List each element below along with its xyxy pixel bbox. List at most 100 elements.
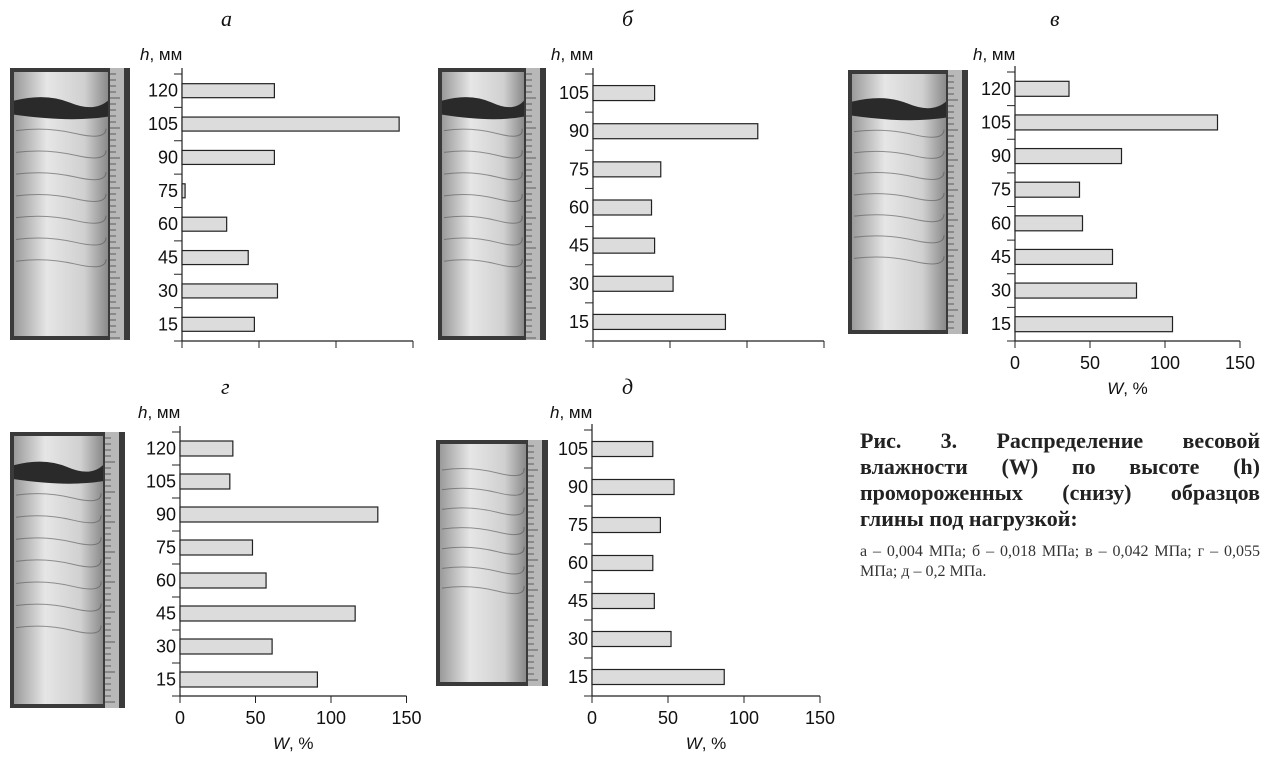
bar-chart: h, мм 120 105 90 75 60 45 30 15 xyxy=(140,44,430,364)
panel-letter: д xyxy=(622,374,634,399)
x-tick-label: 150 xyxy=(391,708,421,728)
bar xyxy=(181,216,228,232)
y-tick-label: 30 xyxy=(569,274,589,294)
y-tick-label: 60 xyxy=(569,198,589,218)
bar xyxy=(179,638,273,655)
bar xyxy=(181,283,279,299)
bar xyxy=(179,539,254,556)
y-tick-label: 90 xyxy=(569,121,589,141)
bar-chart: h, мм 120 105 90 75 60 45 30 15 0 50 100 150 W, % xyxy=(128,402,428,757)
bar xyxy=(1014,114,1219,131)
bar xyxy=(591,478,675,496)
x-axis-label: W, % xyxy=(1107,379,1148,398)
sample-photo xyxy=(10,432,125,708)
bar xyxy=(1014,181,1081,198)
y-tick-label: 60 xyxy=(156,571,176,591)
figure-caption: Рис. 3. Распределение весовой влажности … xyxy=(860,428,1260,582)
bar xyxy=(591,554,654,572)
x-tick-label: 100 xyxy=(316,708,346,728)
x-tick-label: 50 xyxy=(658,708,678,728)
bar xyxy=(179,572,267,589)
bar xyxy=(591,668,725,686)
bar xyxy=(179,671,319,688)
y-tick-label: 15 xyxy=(156,670,176,690)
bar-chart: h, мм 105 90 75 60 45 30 15 0 50 100 150 W, % xyxy=(545,402,845,757)
y-tick-label: 105 xyxy=(558,439,588,459)
x-tick-label: 150 xyxy=(1225,353,1255,373)
x-tick-label: 0 xyxy=(587,708,597,728)
sample-photo-image xyxy=(436,440,548,686)
sample-photo xyxy=(436,440,548,686)
sample-photo-image xyxy=(10,68,130,340)
caption-title: Рис. 3. Распределение весовой влажности … xyxy=(860,428,1260,531)
bar xyxy=(181,116,400,132)
x-tick-label: 100 xyxy=(729,708,759,728)
y-tick-label: 75 xyxy=(156,538,176,558)
y-tick-label: 15 xyxy=(991,314,1011,334)
y-tick-label: 15 xyxy=(158,314,178,334)
bar xyxy=(591,630,672,648)
y-tick-label: 120 xyxy=(981,79,1011,99)
x-tick-label: 100 xyxy=(1150,353,1180,373)
x-axis-label: W, % xyxy=(686,734,727,753)
bar xyxy=(1014,80,1070,97)
y-tick-label: 15 xyxy=(568,667,588,687)
y-tick-label: 90 xyxy=(158,147,178,167)
y-tick-label: 75 xyxy=(991,180,1011,200)
bar xyxy=(592,123,759,140)
bar xyxy=(181,316,255,332)
sample-photo-image xyxy=(848,70,968,334)
bar-chart: h, мм 120 105 90 75 60 45 30 15 0 50 100 150 W, % xyxy=(965,44,1265,404)
y-tick-label: 105 xyxy=(981,112,1011,132)
panel-letter: г xyxy=(221,374,230,399)
bar xyxy=(1014,282,1138,299)
caption-body: а – 0,004 МПа; б – 0,018 МПа; в – 0,042 … xyxy=(860,543,1260,580)
x-tick-label: 0 xyxy=(1010,353,1020,373)
bar xyxy=(592,237,656,254)
y-tick-label: 45 xyxy=(568,591,588,611)
y-tick-label: 90 xyxy=(568,477,588,497)
y-tick-label: 105 xyxy=(559,83,589,103)
bar xyxy=(592,313,727,331)
sample-photo-image xyxy=(438,68,546,340)
x-axis-label: W, % xyxy=(273,734,314,753)
bar xyxy=(1014,316,1174,333)
bar-chart: h, мм 105 90 75 60 45 30 15 xyxy=(545,44,845,364)
bar xyxy=(592,84,656,102)
y-axis-label: h, мм xyxy=(973,45,1015,64)
bar xyxy=(592,161,662,178)
y-axis-label: h, мм xyxy=(140,45,182,64)
panel-letter: б xyxy=(622,6,634,31)
y-tick-label: 75 xyxy=(158,181,178,201)
y-axis-label: h, мм xyxy=(551,45,593,64)
y-tick-label: 60 xyxy=(568,553,588,573)
y-tick-label: 105 xyxy=(146,472,176,492)
y-tick-label: 30 xyxy=(156,637,176,657)
x-tick-label: 150 xyxy=(805,708,835,728)
y-tick-label: 60 xyxy=(158,214,178,234)
y-tick-label: 45 xyxy=(991,247,1011,267)
bar xyxy=(592,275,674,292)
x-tick-label: 50 xyxy=(245,708,265,728)
bar xyxy=(181,83,276,99)
bar xyxy=(592,199,653,216)
y-tick-label: 45 xyxy=(569,236,589,256)
x-tick-label: 0 xyxy=(175,708,185,728)
y-tick-label: 120 xyxy=(146,439,176,459)
bar xyxy=(1014,215,1084,232)
bar xyxy=(1014,147,1123,165)
y-tick-label: 30 xyxy=(991,281,1011,301)
bar xyxy=(591,592,655,610)
bar xyxy=(179,473,231,490)
bar xyxy=(591,440,654,458)
bar xyxy=(181,183,186,199)
y-tick-label: 30 xyxy=(158,281,178,301)
panel-letter: в xyxy=(1050,6,1060,31)
y-tick-label: 45 xyxy=(156,604,176,624)
y-tick-label: 90 xyxy=(156,505,176,525)
sample-photo-image xyxy=(10,432,125,708)
y-tick-label: 75 xyxy=(568,515,588,535)
bar xyxy=(591,516,662,534)
bar xyxy=(179,605,356,622)
bar xyxy=(181,149,276,166)
